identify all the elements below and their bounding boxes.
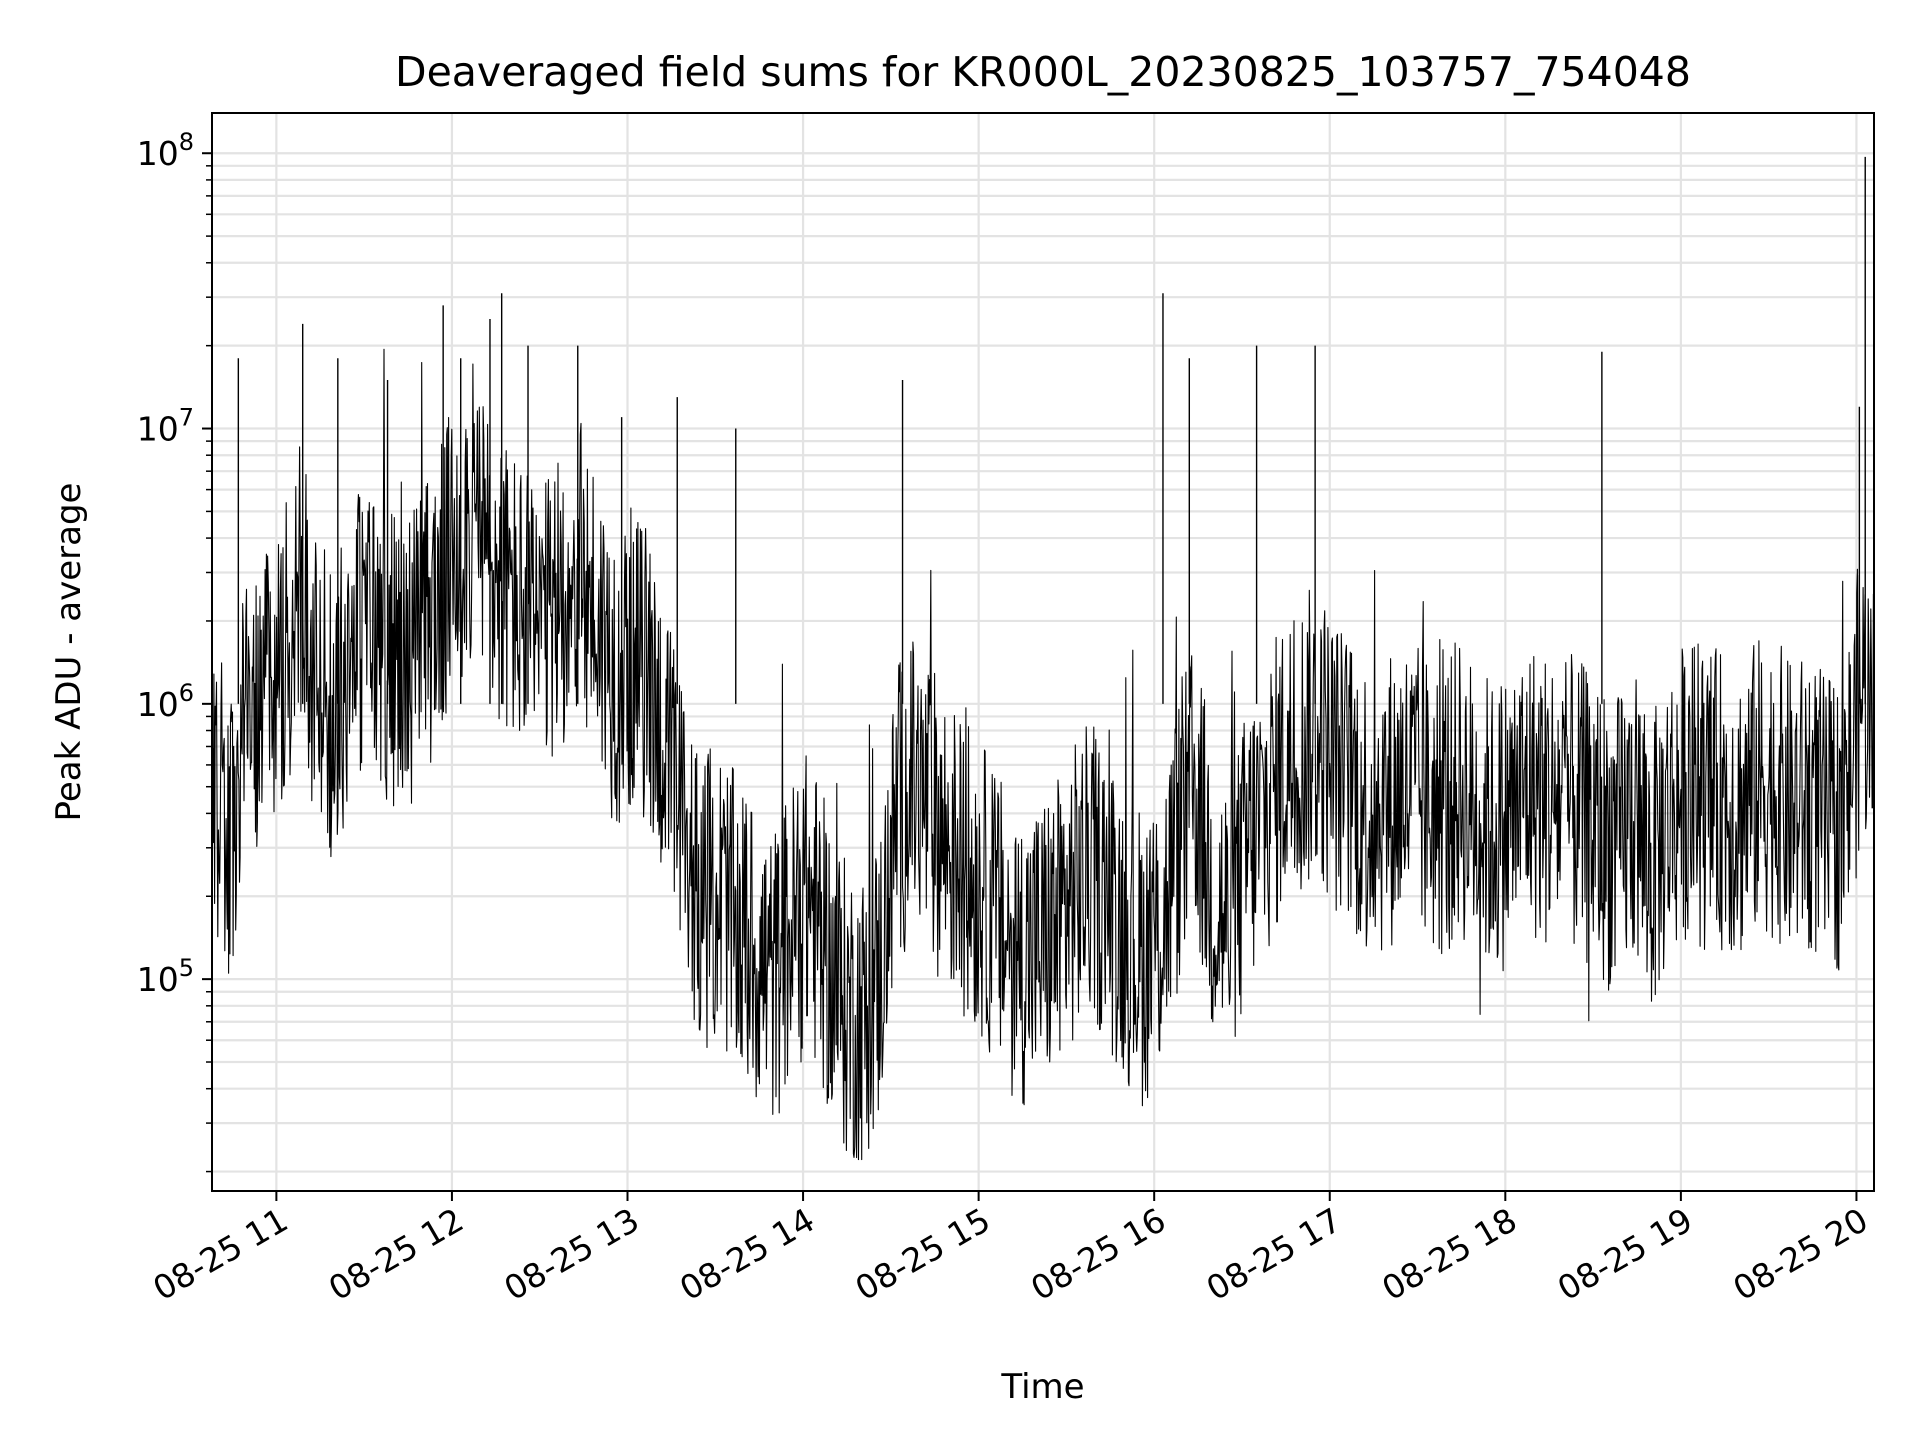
x-tick-label: 08-25 14: [673, 1200, 821, 1308]
y-tick-label: 106: [137, 679, 194, 724]
y-axis-title: Peak ADU - average: [49, 483, 89, 822]
x-tick-label: 08-25 19: [1551, 1200, 1699, 1308]
chart-title: Deaveraged field sums for KR000L_2023082…: [395, 48, 1691, 96]
x-axis-title: Time: [1000, 1367, 1084, 1407]
x-tick-label: 08-25 17: [1200, 1200, 1348, 1308]
plot-frame: [211, 112, 1875, 1192]
y-tick-label: 107: [137, 404, 194, 449]
x-tick-label: 08-25 20: [1726, 1200, 1874, 1308]
x-tick-label: 08-25 18: [1375, 1200, 1523, 1308]
x-tick-label: 08-25 11: [146, 1200, 294, 1308]
x-tick-label: 08-25 13: [498, 1200, 646, 1308]
x-tick-label: 08-25 16: [1024, 1200, 1172, 1308]
series-line: [211, 348, 1875, 1161]
y-tick-label: 108: [137, 128, 194, 173]
x-tick-label: 08-25 15: [849, 1200, 997, 1308]
data-series: [211, 156, 1875, 1161]
y-tick-label: 105: [137, 954, 194, 999]
x-tick-label: 08-25 12: [322, 1200, 470, 1308]
